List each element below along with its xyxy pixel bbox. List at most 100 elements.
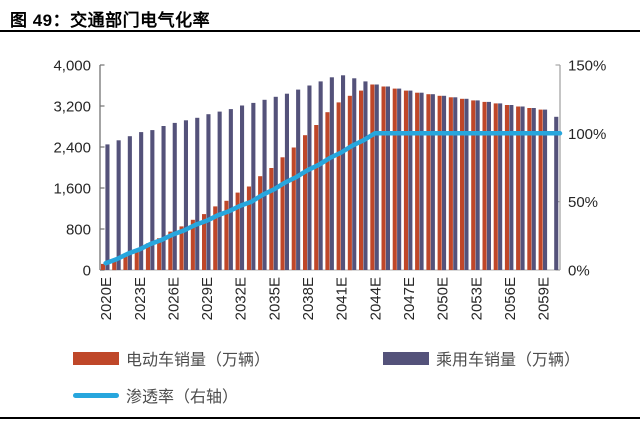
y-axis-tick-label: 1,600: [53, 181, 91, 198]
ev-sales-bar: [280, 157, 285, 271]
ev-sales-bar: [437, 95, 442, 271]
pv-sales-bar: [217, 111, 222, 270]
ev-sales-bar: [190, 219, 195, 270]
legend-swatch-penetration-line: [73, 392, 119, 398]
pv-sales-bar: [430, 94, 435, 270]
pv-sales-bar: [262, 99, 267, 270]
legend-item-penetration: 渗透率（右轴）: [73, 386, 239, 406]
ev-sales-bar: [516, 106, 521, 270]
pv-sales-bar: [419, 92, 424, 270]
x-axis-tick-label: 2047E: [401, 277, 418, 320]
ev-sales-bar: [213, 206, 218, 270]
y2-axis-tick-label: 150%: [568, 58, 606, 75]
ev-sales-bar: [145, 243, 150, 270]
ev-sales-bar: [269, 168, 274, 270]
ev-sales-bar: [157, 238, 162, 270]
ev-sales-bar: [381, 86, 386, 270]
pv-sales-bar: [442, 95, 447, 271]
pv-sales-bar: [531, 108, 536, 270]
ev-sales-bar: [359, 90, 364, 270]
pv-sales-bar: [161, 126, 166, 270]
ev-sales-bar: [415, 92, 420, 270]
pv-sales-bar: [475, 100, 480, 271]
x-axis-tick-label: 2053E: [468, 277, 485, 320]
pv-sales-bar: [116, 140, 121, 270]
pv-sales-bar: [329, 77, 334, 270]
ev-sales-bar: [336, 102, 341, 271]
ev-sales-bar: [123, 254, 128, 270]
pv-sales-bar: [251, 102, 256, 271]
pv-sales-bar: [150, 130, 155, 270]
pv-sales-bar: [172, 122, 177, 271]
x-axis-tick-label: 2035E: [266, 277, 283, 320]
ev-sales-bar: [347, 95, 352, 271]
pv-sales-bar: [374, 84, 379, 270]
pv-sales-bar: [385, 86, 390, 270]
pv-sales-bar: [453, 97, 458, 270]
ev-sales-bar: [314, 125, 319, 270]
x-axis-tick-label: 2056E: [502, 277, 519, 320]
pv-sales-bar: [195, 117, 200, 270]
ev-sales-bar: [224, 200, 229, 270]
bottom-divider: [0, 417, 640, 419]
ev-sales-bar: [460, 98, 465, 270]
x-axis-tick-label: 2032E: [233, 277, 250, 320]
pv-sales-bar: [397, 88, 402, 270]
pv-sales-bar: [352, 78, 357, 270]
ev-sales-bar: [179, 226, 184, 270]
x-axis-tick-label: 2029E: [199, 277, 216, 320]
x-axis-tick-label: 2059E: [536, 277, 553, 320]
ev-sales-bar: [504, 105, 509, 270]
ev-sales-bar: [471, 100, 476, 271]
ev-sales-bar: [482, 101, 487, 271]
pv-sales-bar: [307, 85, 312, 270]
pv-sales-bar: [341, 75, 346, 271]
ev-sales-bar: [426, 94, 431, 270]
pv-sales-bar: [543, 109, 548, 270]
pv-sales-bar: [498, 103, 503, 271]
ev-sales-bar: [112, 259, 117, 271]
x-axis-tick-label: 2020E: [98, 277, 115, 320]
ev-sales-bar: [392, 88, 397, 270]
legend-label-penetration: 渗透率（右轴）: [126, 389, 239, 406]
pv-sales-bar: [206, 114, 211, 270]
legend-item-pv-sales: 乘用车销量（万辆）: [383, 349, 580, 369]
ev-sales-bar: [291, 147, 296, 270]
x-axis-tick-label: 2044E: [367, 277, 384, 320]
penetration-line: [103, 131, 563, 266]
ev-sales-bar: [258, 176, 263, 270]
ev-sales-bar: [403, 90, 408, 270]
legend-label-ev-sales: 电动车销量（万辆）: [126, 352, 271, 369]
pv-sales-bar: [509, 105, 514, 270]
y2-axis-tick-label: 100%: [568, 126, 606, 143]
ev-sales-bar: [101, 263, 106, 270]
y-axis-tick-label: 4,000: [53, 58, 91, 75]
figure-title: 图 49：交通部门电气化率: [10, 11, 211, 30]
legend-swatch-pv-sales: [383, 351, 429, 365]
y-axis-tick-label: 0: [83, 263, 91, 280]
y-axis-tick-label: 2,400: [53, 140, 91, 157]
legend-swatch-ev-sales: [73, 351, 119, 365]
pv-sales-bar: [240, 105, 245, 270]
y2-axis-tick-label: 50%: [568, 194, 598, 211]
pv-sales-bar: [554, 116, 559, 270]
y-axis-tick-label: 3,200: [53, 99, 91, 116]
ev-sales-bar: [168, 231, 173, 270]
ev-sales-bar: [235, 192, 240, 270]
pv-sales-bar: [464, 98, 469, 270]
title-underline: [0, 30, 640, 32]
legend-item-ev-sales: 电动车销量（万辆）: [73, 349, 271, 369]
pv-sales-bar: [486, 101, 491, 271]
pv-sales-bar: [183, 120, 188, 270]
y2-axis-tick-label: 0%: [568, 263, 590, 280]
ev-sales-bar: [325, 112, 330, 270]
ev-sales-bar: [202, 214, 207, 270]
pv-sales-bar: [408, 90, 413, 270]
pv-sales-bar: [273, 96, 278, 270]
ev-sales-bar: [134, 249, 139, 270]
ev-sales-bar: [246, 186, 251, 270]
x-axis-tick-label: 2038E: [300, 277, 317, 320]
pv-sales-bar: [520, 106, 525, 270]
